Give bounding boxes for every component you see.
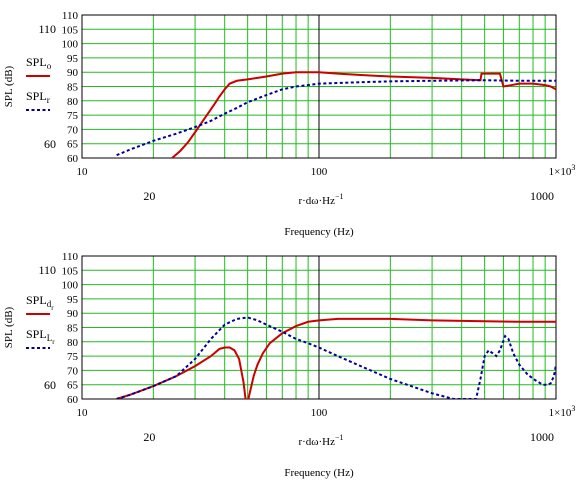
y-tick-label: 80 (67, 96, 79, 108)
x-tick-text: 1×10 (549, 407, 572, 419)
x-variable-label: r·dω·Hz−1 (298, 433, 343, 448)
legend-label: SPLdr (26, 293, 54, 312)
legend-name: SPL (26, 55, 47, 69)
x-tick-text: 100 (311, 166, 328, 178)
y-tick-label: 60 (67, 153, 79, 165)
y-tick-label: 110 (62, 251, 79, 263)
legend-subsubscript: r (52, 338, 55, 346)
y-tick-label: 105 (62, 24, 79, 36)
y-axis-title: SPL (dB) (3, 306, 15, 348)
x-tick-text: 10 (77, 407, 89, 419)
legend-subscript: L (47, 333, 53, 343)
x-tick-exponent: 3 (571, 163, 575, 172)
y-tick-label: 85 (67, 82, 79, 94)
x-tick-label: 10 (77, 407, 89, 419)
x-tick-label: 1×103 (549, 404, 576, 419)
x-tick-text: 10 (77, 166, 89, 178)
plot-frame (81, 255, 557, 400)
chart-bottom: 60 65 70 75 80 85 90 95 100 105 110 60 110 SPL (dB) 10… (3, 251, 575, 479)
x-major-label: 1000 (530, 189, 554, 203)
x-variable-exponent: −1 (335, 192, 344, 201)
y-tick-label: 85 (67, 323, 79, 335)
chart-top: 60 65 70 75 80 85 90 95 100 105 110 60 110 SPL (dB) 10… (3, 10, 575, 238)
legend-subscript: r (47, 95, 50, 105)
y-tick-label: 70 (67, 124, 79, 136)
y-tick-label: 105 (62, 265, 79, 277)
y-tick-label: 75 (67, 351, 79, 363)
series-line-1 (116, 316, 556, 399)
y-tick-label: 60 (67, 394, 79, 406)
y-tick-label: 90 (67, 308, 79, 320)
x-major-label: 1000 (530, 430, 554, 444)
y-tick-label: 95 (67, 53, 79, 65)
y-tick-label: 110 (62, 10, 79, 22)
x-tick-label: 10 (77, 166, 89, 178)
x-major-label: 20 (143, 430, 155, 444)
plot-frame (81, 14, 557, 159)
y-tick-label: 65 (67, 380, 79, 392)
y-tick-label: 100 (62, 280, 79, 292)
series-line-0 (116, 317, 556, 399)
legend-subscript: o (47, 61, 52, 71)
y-tick-label: 70 (67, 365, 79, 377)
x-tick-exponent: 3 (571, 404, 575, 413)
x-variable-text: r·dω·Hz (298, 195, 335, 207)
legend-subscript: d (47, 299, 52, 309)
y-major-label: 110 (38, 263, 56, 277)
series-line-0 (171, 71, 556, 158)
y-major-label: 110 (38, 22, 56, 36)
x-variable-text: r·dω·Hz (298, 436, 335, 448)
x-tick-label: 100 (311, 166, 328, 178)
legend-name: SPL (26, 89, 47, 103)
x-axis-title: Frequency (Hz) (284, 226, 354, 238)
legend-subsubscript: r (51, 304, 54, 312)
legend-label: SPLo (26, 55, 52, 71)
y-tick-label: 95 (67, 294, 79, 306)
y-tick-label: 75 (67, 110, 79, 122)
y-tick-label: 90 (67, 67, 79, 79)
legend-label: SPLLr (26, 327, 55, 346)
legend-name: SPL (26, 293, 47, 307)
x-tick-label: 1×103 (549, 163, 576, 178)
y-axis-title: SPL (dB) (3, 65, 15, 107)
legend-label: SPLr (26, 89, 50, 105)
y-tick-label: 100 (62, 39, 79, 51)
y-major-label: 60 (44, 378, 56, 392)
y-tick-label: 80 (67, 337, 79, 349)
y-tick-label: 65 (67, 139, 79, 151)
x-tick-text: 1×10 (549, 166, 572, 178)
x-axis-title: Frequency (Hz) (284, 467, 354, 479)
x-major-label: 20 (143, 189, 155, 203)
legend-name: SPL (26, 327, 47, 341)
series-line-1 (116, 79, 556, 157)
x-variable-exponent: −1 (335, 433, 344, 442)
y-major-label: 60 (44, 137, 56, 151)
x-variable-label: r·dω·Hz−1 (298, 192, 343, 207)
x-tick-text: 100 (311, 407, 328, 419)
x-tick-label: 100 (311, 407, 328, 419)
